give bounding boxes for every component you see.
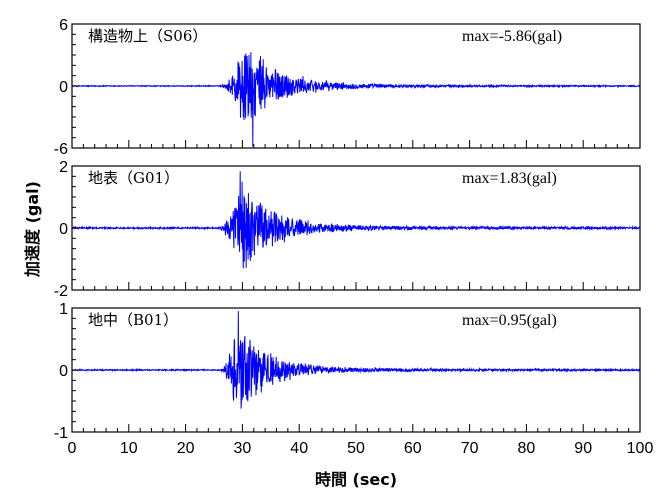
x-tick-label: 0 bbox=[68, 440, 77, 457]
max-label: max=-5.86(gal) bbox=[462, 28, 562, 45]
y-tick-label: 2 bbox=[59, 159, 68, 176]
panel-2: 2 0 -2 地表（G01） max=1.83(gal) bbox=[54, 159, 641, 300]
panel-title: 地中（B01） bbox=[88, 311, 178, 329]
y-tick-label: -1 bbox=[54, 425, 68, 442]
y-tick-label: 0 bbox=[59, 79, 68, 96]
waveform-series bbox=[71, 311, 641, 409]
panel-1: 6 0 -6 構造物上（S06） max=-5.86(gal) bbox=[54, 17, 641, 158]
y-tick-label: 6 bbox=[59, 17, 68, 34]
x-axis-title: 時間 (sec) bbox=[315, 470, 397, 489]
y-tick-label: 0 bbox=[59, 221, 68, 238]
y-tick-label: -2 bbox=[54, 283, 68, 300]
x-tick-label: 20 bbox=[177, 440, 195, 457]
waveform-series bbox=[71, 52, 641, 147]
x-tick-label: 30 bbox=[234, 440, 252, 457]
x-tick-label: 90 bbox=[574, 440, 592, 457]
y-tick-label: 0 bbox=[59, 363, 68, 380]
waveform-series bbox=[71, 171, 641, 269]
max-label: max=1.83(gal) bbox=[462, 170, 557, 187]
panel-title: 地表（G01） bbox=[88, 169, 179, 187]
x-tick-label: 80 bbox=[518, 440, 536, 457]
y-tick-label: 1 bbox=[59, 301, 68, 318]
panel-title: 構造物上（S06） bbox=[88, 27, 207, 45]
x-tick-label: 10 bbox=[120, 440, 138, 457]
y-tick-label: -6 bbox=[54, 141, 68, 158]
max-label: max=0.95(gal) bbox=[462, 312, 557, 329]
x-tick-label: 100 bbox=[627, 440, 654, 457]
panel-3: 1 0 -1 地中（B01） max=0.95(gal) bbox=[54, 301, 641, 442]
x-tick-label: 40 bbox=[290, 440, 308, 457]
y-axis-title: 加速度 (gal) bbox=[23, 181, 42, 278]
x-tick-label: 60 bbox=[404, 440, 422, 457]
x-tick-label: 50 bbox=[347, 440, 365, 457]
x-tick-label: 70 bbox=[461, 440, 479, 457]
